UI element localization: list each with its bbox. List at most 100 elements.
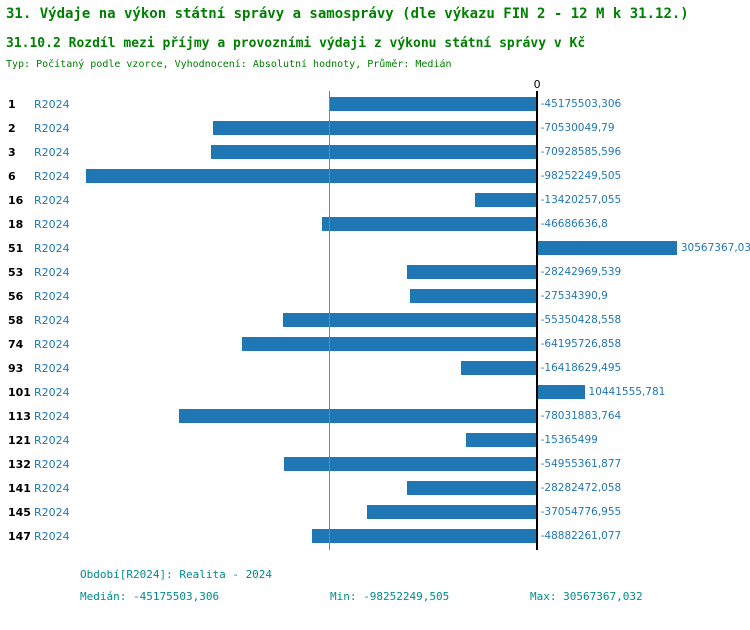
value-label: -28282472,058 — [540, 482, 622, 494]
bar-row: 16 R2024 -13420257,055 — [0, 188, 750, 212]
bar-row: 58 R2024 -55350428,558 — [0, 308, 750, 332]
bar-row: 56 R2024 -27534390,9 — [0, 284, 750, 308]
row-number-label: 6 — [8, 169, 16, 183]
bar-row: 93 R2024 -16418629,495 — [0, 356, 750, 380]
value-bar — [282, 313, 537, 327]
bar-row: 145 R2024 -37054776,955 — [0, 500, 750, 524]
row-plot-area: -13420257,055 — [80, 188, 750, 212]
bar-row: 141 R2024 -28282472,058 — [0, 476, 750, 500]
bar-row: 121 R2024 -15365499 — [0, 428, 750, 452]
value-bar — [406, 481, 537, 495]
row-number-label: 132 — [8, 457, 31, 471]
bar-chart: 0 1 R2024 -45175503,306 2 R2024 -70530049,79 3… — [0, 78, 750, 552]
row-plot-area: -78031883,764 — [80, 404, 750, 428]
value-bar — [475, 193, 537, 207]
value-bar — [178, 409, 537, 423]
value-label: -98252249,505 — [540, 170, 622, 182]
row-period-label: R2024 — [34, 481, 70, 495]
row-plot-area: -37054776,955 — [80, 500, 750, 524]
value-label: -27534390,9 — [540, 290, 608, 302]
value-label: -78031883,764 — [540, 410, 622, 422]
value-label: 10441555,781 — [588, 386, 666, 398]
row-number-label: 141 — [8, 481, 31, 495]
row-plot-area: 30567367,03 — [80, 236, 750, 260]
row-number-label: 145 — [8, 505, 31, 519]
bar-row: 132 R2024 -54955361,877 — [0, 452, 750, 476]
row-period-label: R2024 — [34, 121, 70, 135]
row-period-label: R2024 — [34, 145, 70, 159]
row-number-label: 18 — [8, 217, 24, 231]
min-caption: Min: -98252249,505 — [330, 590, 450, 603]
chart-footer: Období[R2024]: Realita - 2024 Medián: -4… — [0, 568, 750, 608]
row-plot-area: 10441555,781 — [80, 380, 750, 404]
value-bar — [85, 169, 537, 183]
bar-row: 1 R2024 -45175503,306 — [0, 92, 750, 116]
value-label: -55350428,558 — [540, 314, 622, 326]
indicator-meta: Typ: Počítaný podle vzorce, Vyhodnocení:… — [6, 59, 452, 70]
row-period-label: R2024 — [34, 289, 70, 303]
row-plot-area: -48882261,077 — [80, 524, 750, 548]
row-plot-area: -16418629,495 — [80, 356, 750, 380]
row-period-label: R2024 — [34, 265, 70, 279]
bar-row: 101 R2024 10441555,781 — [0, 380, 750, 404]
indicator-title: 31.10.2 Rozdíl mezi příjmy a provozními … — [6, 36, 586, 51]
row-period-label: R2024 — [34, 313, 70, 327]
row-number-label: 1 — [8, 97, 16, 111]
value-bar — [284, 457, 537, 471]
value-label: -45175503,306 — [540, 98, 622, 110]
row-period-label: R2024 — [34, 529, 70, 543]
value-label: -13420257,055 — [540, 194, 622, 206]
period-caption: Období[R2024]: Realita - 2024 — [80, 568, 273, 581]
bar-row: 6 R2024 -98252249,505 — [0, 164, 750, 188]
row-number-label: 101 — [8, 385, 31, 399]
value-bar — [329, 97, 537, 111]
row-number-label: 51 — [8, 241, 24, 255]
value-label: -37054776,955 — [540, 506, 622, 518]
value-bar — [536, 241, 677, 255]
row-period-label: R2024 — [34, 337, 70, 351]
value-label: -46686636,8 — [540, 218, 608, 230]
value-label: -70530049,79 — [540, 122, 615, 134]
value-bar — [466, 433, 537, 447]
report-title: 31. Výdaje na výkon státní správy a samo… — [6, 6, 689, 22]
bar-row: 2 R2024 -70530049,79 — [0, 116, 750, 140]
value-bar — [410, 289, 537, 303]
value-bar — [211, 145, 537, 159]
row-number-label: 16 — [8, 193, 24, 207]
zero-axis-label: 0 — [533, 78, 541, 91]
chart-rows: 1 R2024 -45175503,306 2 R2024 -70530049,79 3 R2… — [0, 92, 750, 548]
bar-row: 74 R2024 -64195726,858 — [0, 332, 750, 356]
row-number-label: 93 — [8, 361, 24, 375]
row-period-label: R2024 — [34, 433, 70, 447]
value-bar — [322, 217, 537, 231]
median-caption: Medián: -45175503,306 — [80, 590, 220, 603]
row-number-label: 2 — [8, 121, 16, 135]
row-plot-area: -98252249,505 — [80, 164, 750, 188]
value-bar — [312, 529, 537, 543]
row-period-label: R2024 — [34, 385, 70, 399]
row-period-label: R2024 — [34, 505, 70, 519]
value-label: -48882261,077 — [540, 530, 622, 542]
value-bar — [407, 265, 537, 279]
value-label: -16418629,495 — [540, 362, 622, 374]
median-line — [329, 91, 331, 550]
row-number-label: 113 — [8, 409, 31, 423]
bar-row: 113 R2024 -78031883,764 — [0, 404, 750, 428]
bar-row: 3 R2024 -70928585,596 — [0, 140, 750, 164]
row-plot-area: -70928585,596 — [80, 140, 750, 164]
value-bar — [242, 337, 537, 351]
value-label: -64195726,858 — [540, 338, 622, 350]
row-period-label: R2024 — [34, 169, 70, 183]
zero-axis-line — [535, 91, 538, 550]
row-number-label: 3 — [8, 145, 16, 159]
row-number-label: 121 — [8, 433, 31, 447]
row-period-label: R2024 — [34, 97, 70, 111]
row-plot-area: -28282472,058 — [80, 476, 750, 500]
row-plot-area: -27534390,9 — [80, 284, 750, 308]
row-plot-area: -15365499 — [80, 428, 750, 452]
row-plot-area: -64195726,858 — [80, 332, 750, 356]
row-period-label: R2024 — [34, 457, 70, 471]
value-bar — [536, 385, 585, 399]
row-plot-area: -28242969,539 — [80, 260, 750, 284]
